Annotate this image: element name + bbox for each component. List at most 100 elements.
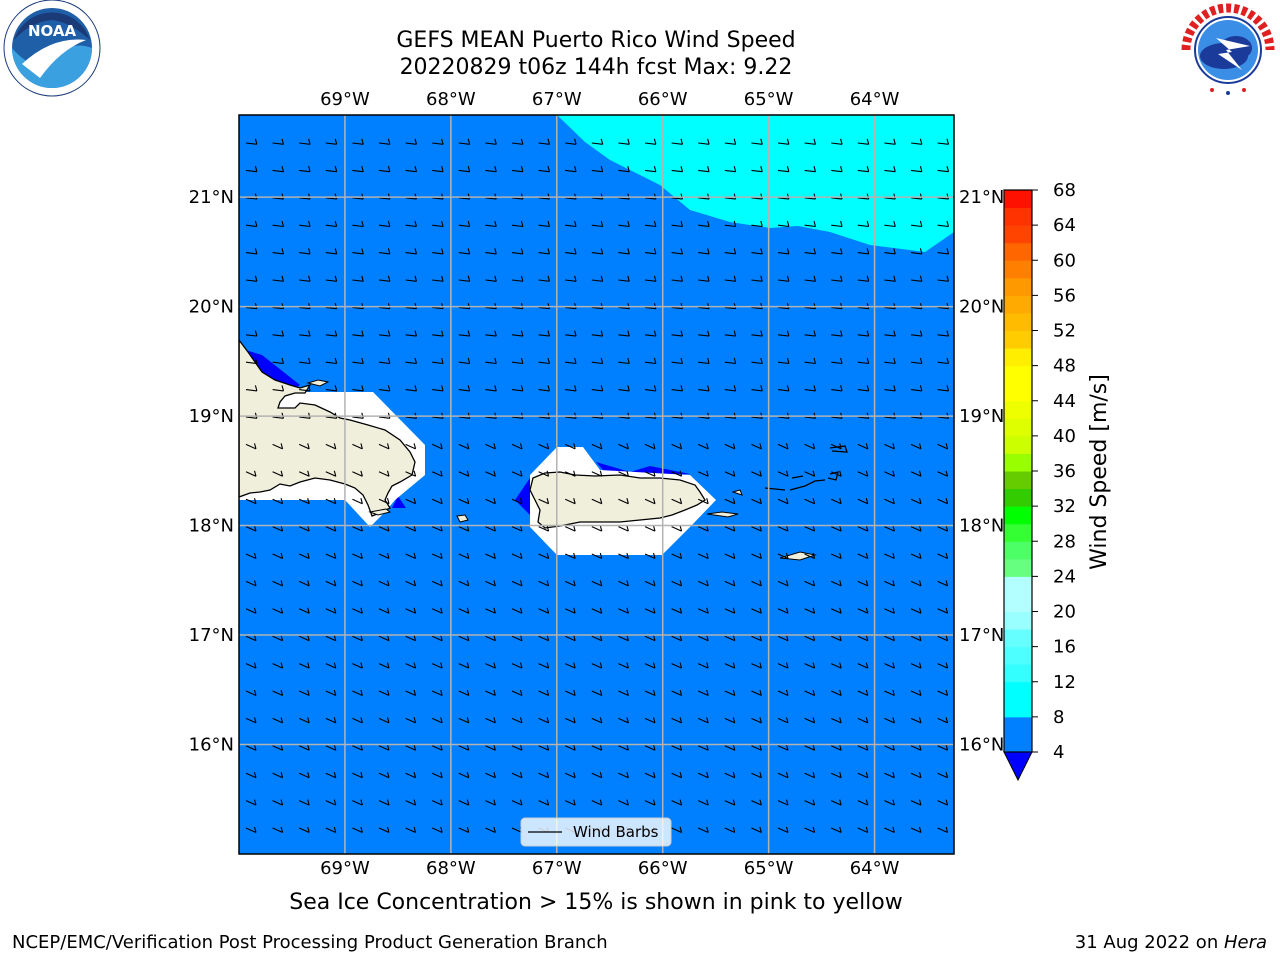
wind-barb — [352, 357, 364, 365]
wind-barb — [565, 275, 577, 282]
wind-barb — [804, 689, 816, 697]
colorbar-extend-arrow — [1003, 751, 1033, 782]
wind-barb — [299, 248, 311, 255]
wind-barb — [352, 193, 364, 200]
wind-barb — [777, 498, 789, 505]
wind-barb — [644, 443, 656, 450]
wind-barb — [804, 799, 816, 806]
wind-barb — [937, 552, 949, 560]
wind-barb — [378, 470, 390, 477]
wind-barb — [884, 443, 895, 450]
wind-barb — [618, 138, 630, 145]
wind-barb — [245, 552, 257, 560]
wind-barb — [511, 744, 523, 751]
wind-barb — [831, 357, 843, 365]
wind-barb — [777, 826, 789, 834]
wind-barb — [618, 799, 629, 806]
wind-barb — [325, 799, 337, 806]
wind-barb — [378, 385, 391, 392]
footer-machine: Hera — [1223, 932, 1267, 953]
wind-barb — [698, 385, 710, 392]
wind-barb — [405, 525, 417, 532]
wind-barb — [431, 552, 443, 560]
wind-barb — [830, 552, 842, 560]
wind-barb — [777, 470, 789, 477]
wind-barb — [618, 248, 630, 255]
wind-barb — [591, 275, 604, 282]
wind-barb — [910, 498, 922, 505]
colorbar-segment — [1004, 611, 1032, 630]
wind-barb — [724, 744, 736, 751]
wind-barb — [804, 826, 816, 834]
wind-barb — [245, 772, 257, 779]
wind-barb — [405, 744, 417, 751]
wind-barb — [538, 717, 550, 724]
wind-barb — [777, 744, 789, 751]
wind-barb — [458, 826, 470, 834]
wind-barb — [538, 525, 550, 532]
wind-barb — [405, 689, 417, 697]
wind-barb — [724, 138, 737, 145]
wind-barb — [458, 330, 471, 337]
wind-barb — [910, 580, 922, 587]
wind-barb — [777, 607, 789, 614]
wind-barb — [751, 826, 762, 834]
wind-barb — [378, 138, 391, 145]
wind-barb — [458, 138, 471, 145]
wind-barb — [724, 330, 737, 337]
wind-barb — [591, 443, 603, 450]
wind-barb — [884, 330, 896, 337]
wind-barb — [671, 330, 684, 337]
wind-barb — [644, 470, 656, 477]
wind-barb — [751, 689, 762, 697]
lat-label-right: 17°N — [959, 625, 1004, 646]
wind-barb — [724, 689, 736, 697]
wind-barb — [325, 552, 337, 560]
wind-barb — [378, 357, 391, 365]
wind-barb — [618, 689, 629, 697]
wind-barb — [485, 385, 497, 392]
wind-barb — [618, 662, 629, 669]
wind-barb — [724, 580, 736, 587]
lat-label-right: 19°N — [959, 406, 1004, 427]
colorbar-segment — [1004, 629, 1032, 648]
wind-barb — [697, 826, 709, 834]
wind-barb — [857, 826, 869, 834]
wind-barb — [751, 470, 762, 477]
wind-barb — [751, 357, 763, 365]
wind-barb — [751, 498, 762, 505]
wind-barb — [352, 525, 363, 532]
lat-label-left: 17°N — [189, 625, 234, 646]
wind-barb — [671, 138, 684, 145]
colorbar-segment — [1004, 348, 1032, 367]
wind-barb — [405, 717, 417, 724]
wind-barb — [378, 689, 390, 697]
wind-barb — [830, 607, 842, 614]
wind-barb — [485, 744, 496, 751]
wind-barb — [591, 772, 603, 779]
wind-barb — [591, 470, 603, 477]
wind-barb — [485, 443, 496, 450]
wind-barb — [325, 525, 337, 532]
wind-barb — [618, 357, 630, 365]
wind-barb — [325, 498, 337, 505]
wind-barb — [777, 635, 789, 642]
wind-barb — [751, 552, 762, 560]
lon-label-bottom: 66°W — [638, 858, 688, 879]
wind-barb — [272, 357, 285, 365]
wind-barb — [272, 552, 284, 560]
wind-barb — [857, 498, 869, 505]
wind-barb — [671, 275, 684, 282]
wind-barb — [352, 275, 364, 282]
wind-barb — [485, 166, 497, 173]
wind-barb — [910, 357, 923, 365]
wind-barb — [511, 689, 523, 697]
wind-barb — [352, 607, 363, 614]
wind-barb — [352, 138, 364, 145]
chart-subtitle: 20220829 t06z 144h fcst Max: 9.22 — [399, 55, 793, 80]
wind-barb — [644, 662, 656, 669]
wind-barb — [804, 772, 816, 779]
wind-barb — [432, 357, 444, 365]
wind-barb — [671, 826, 683, 834]
colorbar-tick-label: 44 — [1053, 391, 1076, 412]
